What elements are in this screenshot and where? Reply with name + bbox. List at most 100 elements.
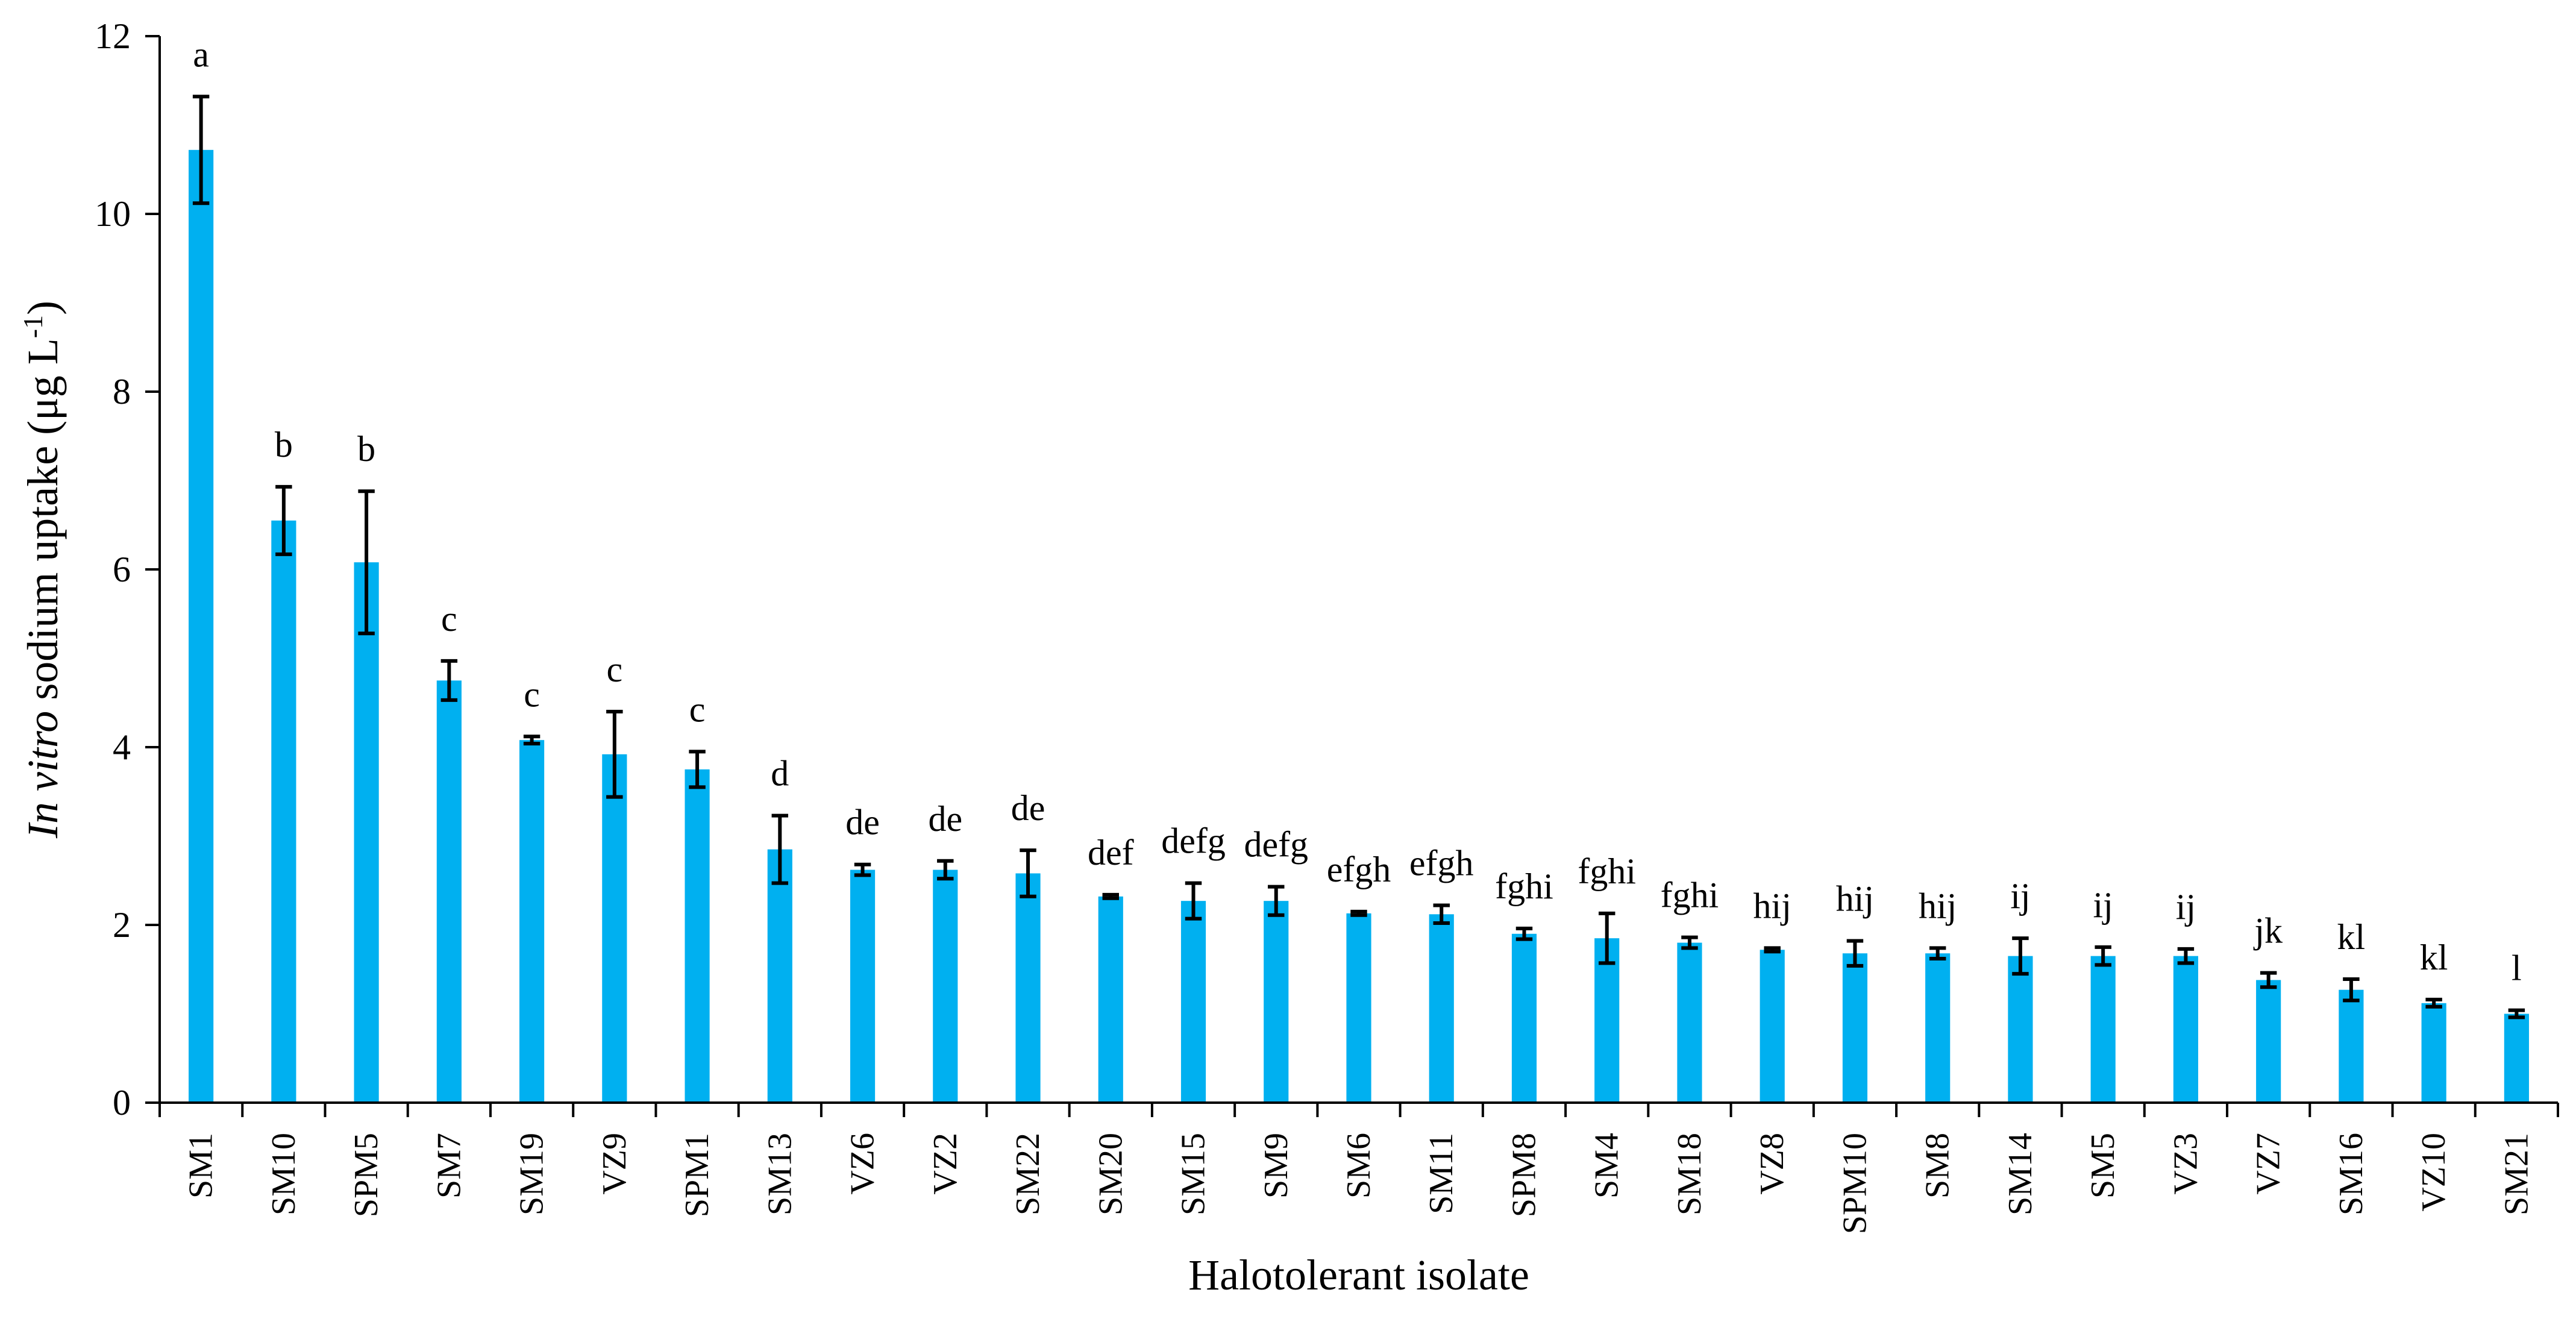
significance-label: de (845, 803, 880, 842)
bar-vz10 (2421, 1003, 2446, 1103)
bar-sm7 (436, 680, 462, 1103)
bar-sm16 (2339, 989, 2364, 1103)
significance-label: de (1011, 788, 1045, 828)
y-axis-title-close: ) (19, 301, 67, 315)
bar-vz8 (1760, 950, 1785, 1103)
bar-sm5 (2090, 956, 2116, 1103)
significance-label: hij (1919, 886, 1957, 926)
x-tick-label: VZ2 (927, 1133, 964, 1195)
bar-spm10 (1842, 953, 1868, 1103)
y-axis-title-italic: In vitro (19, 711, 67, 839)
error-bars-group (192, 95, 2525, 1020)
bar-sm18 (1677, 942, 1702, 1103)
bar-vz7 (2256, 980, 2281, 1103)
bar-vz9 (602, 754, 627, 1103)
significance-label: kl (2420, 938, 2448, 977)
x-tick-label: VZ3 (2167, 1133, 2204, 1195)
significance-label: hij (1836, 879, 1874, 919)
significance-label: b (357, 429, 375, 469)
bar-vz3 (2173, 956, 2198, 1103)
bar-sm9 (1264, 901, 1289, 1103)
significance-label: fghi (1661, 876, 1719, 915)
x-tick-label: SM22 (1009, 1133, 1047, 1215)
bar-sm21 (2504, 1013, 2529, 1103)
significance-label: kl (2337, 917, 2366, 957)
bar-vz6 (850, 869, 876, 1103)
significance-label: efgh (1327, 850, 1391, 889)
x-tick-labels-group: SM1 SM10 SPM5 SM7 SM19 VZ9 SPM1 SM13 VZ6 VZ2 SM22 S… (158, 1103, 2559, 1234)
bar-sm10 (271, 520, 296, 1103)
y-axis-title-text: sodium uptake (μg L (19, 338, 67, 711)
x-tick-label: VZ10 (2415, 1133, 2452, 1212)
significance-label: c (441, 599, 457, 639)
x-tick-label: SM9 (1258, 1133, 1295, 1198)
significance-label: b (275, 425, 293, 465)
significance-label: ij (2093, 885, 2113, 925)
x-tick-label: SM14 (2002, 1133, 2039, 1215)
bars-group (189, 149, 2529, 1103)
bar-spm1 (685, 769, 710, 1103)
significance-label: fghi (1495, 866, 1553, 906)
bar-sm14 (2008, 956, 2033, 1103)
x-tick-label: SM18 (1671, 1133, 1708, 1215)
x-tick-label: SPM10 (1836, 1133, 1873, 1234)
bar-sm8 (1925, 953, 1951, 1103)
significance-label: jk (2253, 911, 2283, 951)
x-tick-label: SPM5 (348, 1133, 385, 1217)
significance-label: c (607, 650, 623, 689)
bar-spm8 (1511, 933, 1537, 1103)
significance-label: defg (1244, 825, 1308, 865)
x-tick-label: SM8 (1919, 1133, 1957, 1198)
x-tick-label: SM5 (2084, 1133, 2122, 1198)
bar-vz2 (933, 869, 958, 1103)
y-tick-label: 8 (113, 372, 131, 412)
x-tick-label: SPM1 (678, 1133, 716, 1217)
y-tick-label: 6 (113, 550, 131, 589)
bar-sm11 (1429, 914, 1454, 1103)
significance-label: def (1088, 833, 1134, 872)
y-tick-label: 0 (113, 1083, 131, 1123)
significance-label: ij (2176, 887, 2196, 927)
y-axis-title-superscript: -1 (17, 315, 48, 338)
bar-sm20 (1098, 896, 1123, 1103)
x-tick-label: VZ8 (1753, 1133, 1791, 1195)
x-tick-label: SM7 (430, 1133, 468, 1198)
significance-label: a (193, 34, 209, 74)
bar-sm13 (767, 849, 792, 1103)
significance-label: fghi (1578, 851, 1636, 891)
x-axis-title: Halotolerant isolate (1188, 1251, 1529, 1299)
x-tick-label: SM11 (1423, 1133, 1460, 1214)
x-tick-label: SM21 (2498, 1133, 2535, 1215)
x-tick-label: SM20 (1092, 1133, 1129, 1215)
significance-label: l (2512, 948, 2522, 988)
bar-sm1 (189, 149, 214, 1103)
significance-label: c (524, 674, 540, 714)
x-tick-label: VZ9 (596, 1133, 633, 1195)
bar-spm5 (354, 562, 379, 1103)
bar-sm19 (519, 740, 545, 1103)
bar-sm15 (1180, 901, 1206, 1103)
significance-label: hij (1753, 886, 1791, 926)
y-tick-label: 12 (95, 16, 131, 56)
x-tick-label: SM10 (265, 1133, 302, 1215)
x-tick-label: VZ7 (2250, 1133, 2287, 1195)
significance-label: efgh (1409, 844, 1474, 883)
x-tick-label: SM19 (513, 1133, 551, 1215)
significance-label: c (689, 689, 706, 729)
y-axis-ticks: 0 2 4 6 8 10 12 (95, 16, 160, 1123)
x-tick-label: SM6 (1340, 1133, 1377, 1198)
y-tick-label: 4 (113, 727, 131, 767)
y-tick-label: 2 (113, 905, 131, 945)
y-axis-title: In vitro sodium uptake (μg L-1) (17, 301, 67, 839)
x-tick-label: SM13 (761, 1133, 798, 1215)
x-tick-label: SPM8 (1505, 1133, 1543, 1217)
significance-label: d (771, 754, 789, 794)
significance-label: de (928, 799, 962, 839)
x-tick-label: SM15 (1175, 1133, 1212, 1215)
x-tick-label: SM16 (2333, 1133, 2370, 1215)
bar-sm4 (1594, 938, 1620, 1103)
x-tick-label: SM4 (1588, 1133, 1626, 1198)
